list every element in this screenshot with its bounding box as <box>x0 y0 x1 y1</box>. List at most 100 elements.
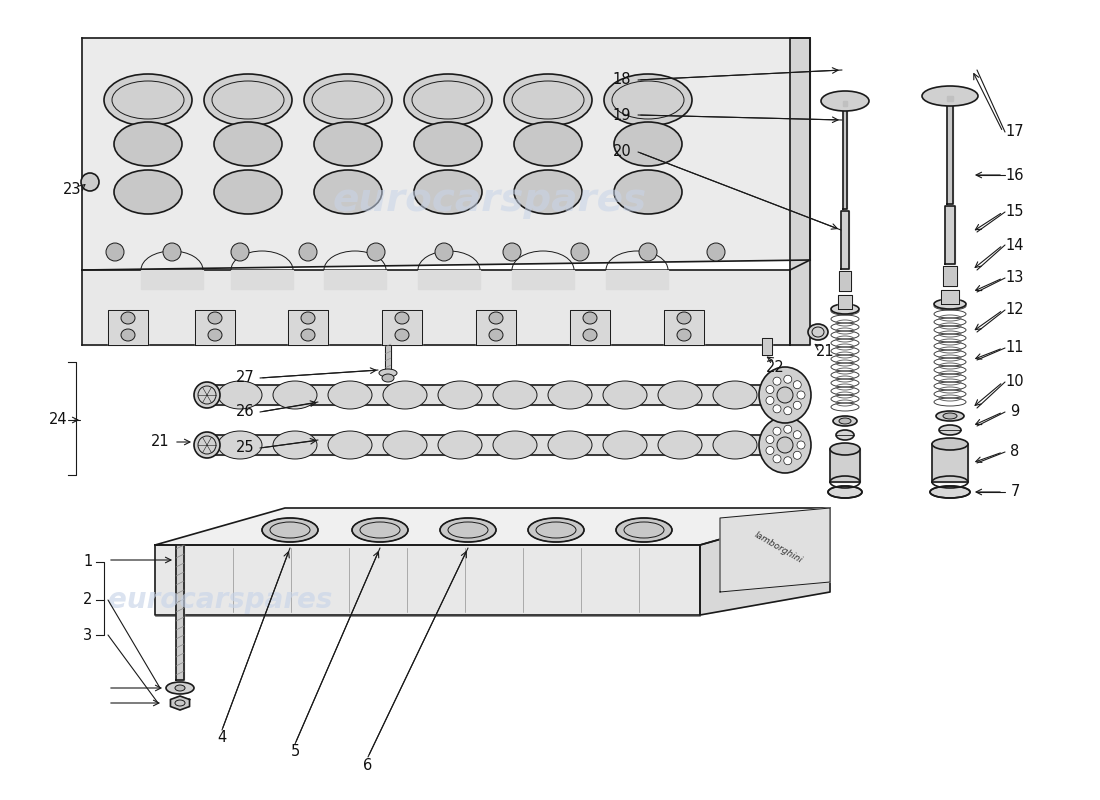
Polygon shape <box>82 38 810 270</box>
Ellipse shape <box>314 122 382 166</box>
Ellipse shape <box>379 369 397 377</box>
Polygon shape <box>155 508 830 545</box>
Ellipse shape <box>777 387 793 403</box>
Ellipse shape <box>121 329 135 341</box>
Ellipse shape <box>504 74 592 126</box>
Ellipse shape <box>713 381 757 409</box>
Polygon shape <box>940 290 959 304</box>
Polygon shape <box>932 444 968 482</box>
Ellipse shape <box>440 518 496 542</box>
Ellipse shape <box>676 329 691 341</box>
Ellipse shape <box>833 416 857 426</box>
Ellipse shape <box>503 243 521 261</box>
Ellipse shape <box>114 170 182 214</box>
Polygon shape <box>476 310 516 345</box>
Text: 14: 14 <box>1005 238 1024 253</box>
Polygon shape <box>324 270 386 289</box>
Polygon shape <box>385 345 390 370</box>
Ellipse shape <box>490 312 503 324</box>
Polygon shape <box>606 270 668 289</box>
Ellipse shape <box>773 427 781 435</box>
Ellipse shape <box>214 170 282 214</box>
Ellipse shape <box>104 74 192 126</box>
Text: 20: 20 <box>613 145 631 159</box>
Ellipse shape <box>514 170 582 214</box>
Ellipse shape <box>304 74 392 126</box>
Ellipse shape <box>395 312 409 324</box>
Ellipse shape <box>603 431 647 459</box>
Ellipse shape <box>328 431 372 459</box>
Text: 17: 17 <box>1005 125 1024 139</box>
Ellipse shape <box>808 324 828 340</box>
Ellipse shape <box>163 243 182 261</box>
Ellipse shape <box>438 431 482 459</box>
Text: 6: 6 <box>363 758 373 773</box>
Polygon shape <box>945 206 955 264</box>
Text: 18: 18 <box>613 73 631 87</box>
Ellipse shape <box>839 418 851 424</box>
Ellipse shape <box>493 381 537 409</box>
Ellipse shape <box>583 312 597 324</box>
Ellipse shape <box>301 329 315 341</box>
Ellipse shape <box>548 431 592 459</box>
Text: lamborghini: lamborghini <box>752 530 804 566</box>
Text: 22: 22 <box>766 361 784 375</box>
Text: 7: 7 <box>1010 485 1020 499</box>
Ellipse shape <box>571 243 588 261</box>
Ellipse shape <box>784 406 792 414</box>
Text: eurocarspares: eurocarspares <box>333 181 647 219</box>
Ellipse shape <box>214 122 282 166</box>
Text: 12: 12 <box>1005 302 1024 318</box>
Polygon shape <box>210 385 785 405</box>
Ellipse shape <box>766 386 774 394</box>
Ellipse shape <box>784 375 792 383</box>
Ellipse shape <box>548 381 592 409</box>
Text: 25: 25 <box>235 441 254 455</box>
Ellipse shape <box>314 170 382 214</box>
Text: 5: 5 <box>290 745 299 759</box>
Polygon shape <box>170 696 189 710</box>
Ellipse shape <box>352 518 408 542</box>
Ellipse shape <box>759 417 811 473</box>
Text: 10: 10 <box>1005 374 1024 390</box>
Polygon shape <box>231 270 293 289</box>
Ellipse shape <box>121 312 135 324</box>
Ellipse shape <box>604 74 692 126</box>
Ellipse shape <box>299 243 317 261</box>
Polygon shape <box>512 270 574 289</box>
Ellipse shape <box>194 382 220 408</box>
Ellipse shape <box>922 86 978 106</box>
Ellipse shape <box>766 446 774 454</box>
Ellipse shape <box>383 431 427 459</box>
Ellipse shape <box>828 486 862 498</box>
Ellipse shape <box>766 397 774 405</box>
Polygon shape <box>664 310 704 345</box>
Polygon shape <box>762 338 772 355</box>
Polygon shape <box>943 266 957 286</box>
Polygon shape <box>843 104 847 209</box>
Text: 24: 24 <box>48 413 67 427</box>
Polygon shape <box>195 310 235 345</box>
Ellipse shape <box>793 402 801 410</box>
Text: 4: 4 <box>218 730 227 746</box>
Ellipse shape <box>821 91 869 111</box>
Text: 16: 16 <box>1005 167 1024 182</box>
Text: 8: 8 <box>1011 445 1020 459</box>
Ellipse shape <box>830 304 859 314</box>
Ellipse shape <box>438 381 482 409</box>
Ellipse shape <box>658 431 702 459</box>
Ellipse shape <box>166 682 194 694</box>
Ellipse shape <box>934 299 966 309</box>
Ellipse shape <box>114 122 182 166</box>
Polygon shape <box>155 545 700 615</box>
Polygon shape <box>842 211 849 269</box>
Ellipse shape <box>273 431 317 459</box>
Ellipse shape <box>793 451 801 459</box>
Ellipse shape <box>194 432 220 458</box>
Ellipse shape <box>273 381 317 409</box>
Ellipse shape <box>676 312 691 324</box>
Ellipse shape <box>713 431 757 459</box>
Polygon shape <box>382 310 422 345</box>
Polygon shape <box>720 508 830 592</box>
Polygon shape <box>82 270 790 345</box>
